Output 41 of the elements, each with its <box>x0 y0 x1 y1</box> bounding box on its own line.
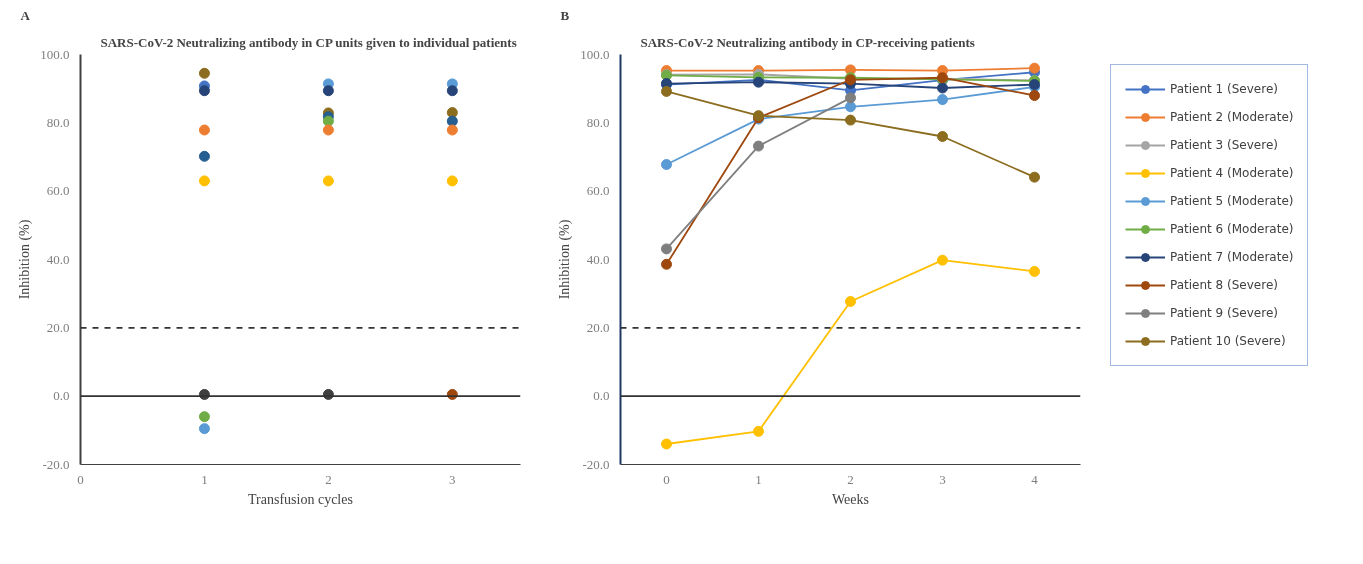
x-tick-label: 0 <box>663 471 670 487</box>
legend-label: Patient 9 (Severe) <box>1170 306 1278 320</box>
legend-label: Patient 5 (Moderate) <box>1170 194 1294 208</box>
legend-label: Patient 10 (Severe) <box>1170 334 1286 348</box>
y-tick-label: 60.0 <box>586 183 610 199</box>
legend-label: Patient 1 (Severe) <box>1170 82 1278 96</box>
x-tick-label: 1 <box>201 471 208 487</box>
y-tick-label: 0.0 <box>53 388 70 404</box>
legend-label: Patient 2 (Moderate) <box>1170 110 1294 124</box>
chart-title: B <box>560 7 570 23</box>
legend-label: Patient 4 (Moderate) <box>1170 166 1294 180</box>
x-tick-label: 4 <box>1031 471 1039 487</box>
y-tick-label: 100.0 <box>580 46 610 62</box>
y-tick-label: 20.0 <box>46 319 70 335</box>
x-tick-label: 1 <box>755 471 762 487</box>
chart-subtitle: SARS-CoV-2 Neutralizing antibody in CP units given to individual patients <box>100 34 517 50</box>
y-tick-label: 40.0 <box>46 251 70 267</box>
y-tick-label: 60.0 <box>46 183 70 199</box>
y-axis-title: Inhibition (%) <box>557 219 574 300</box>
y-tick-label: 0.0 <box>593 388 610 404</box>
y-tick-label: -20.0 <box>582 456 610 472</box>
legend-label: Patient 6 (Moderate) <box>1170 222 1294 236</box>
legend-label: Patient 7 (Moderate) <box>1170 250 1294 264</box>
x-axis-title: Weeks <box>832 491 869 507</box>
y-tick-label: 100.0 <box>40 46 70 62</box>
legend-label: Patient 8 (Severe) <box>1170 278 1278 292</box>
x-tick-label: 3 <box>449 471 456 487</box>
y-tick-label: 80.0 <box>46 114 70 130</box>
legend-label: Patient 3 (Severe) <box>1170 138 1278 152</box>
x-tick-label: 0 <box>77 471 84 487</box>
y-tick-label: -20.0 <box>42 456 70 472</box>
y-axis-title: Inhibition (%) <box>17 219 34 300</box>
x-axis-title: Transfusion cycles <box>248 491 353 507</box>
x-tick-label: 3 <box>939 471 946 487</box>
chart-subtitle: SARS-CoV-2 Neutralizing antibody in CP-receiving patients <box>640 34 975 50</box>
x-tick-label: 2 <box>325 471 332 487</box>
y-tick-label: 80.0 <box>586 114 610 130</box>
y-tick-label: 20.0 <box>586 319 610 335</box>
y-tick-label: 40.0 <box>586 251 610 267</box>
chart-title: A <box>20 7 31 23</box>
x-tick-label: 2 <box>847 471 854 487</box>
